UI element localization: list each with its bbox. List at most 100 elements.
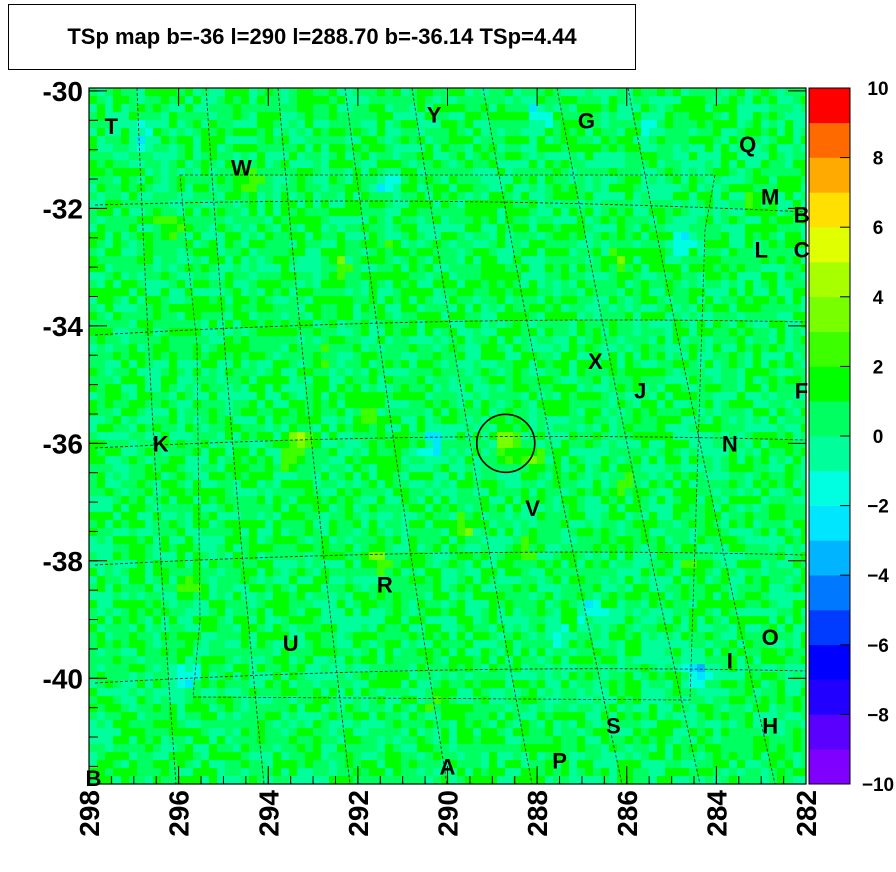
- heatmap-cell: [537, 472, 546, 481]
- heatmap-cell: [409, 288, 418, 297]
- heatmap-cell: [513, 304, 522, 313]
- heatmap-cell: [377, 240, 386, 249]
- heatmap-cell: [193, 224, 202, 233]
- heatmap-cell: [121, 160, 130, 169]
- heatmap-cell: [177, 312, 186, 321]
- heatmap-cell: [369, 168, 378, 177]
- heatmap-cell: [377, 416, 386, 425]
- heatmap-cell: [361, 368, 370, 377]
- heatmap-cell: [225, 336, 234, 345]
- heatmap-cell: [121, 168, 130, 177]
- heatmap-cell: [569, 368, 578, 377]
- heatmap-cell: [161, 512, 170, 521]
- heatmap-cell: [705, 496, 714, 505]
- heatmap-cell: [785, 320, 794, 329]
- heatmap-cell: [201, 464, 210, 473]
- heatmap-cell: [153, 472, 162, 481]
- heatmap-cell: [561, 200, 570, 209]
- heatmap-cell: [761, 392, 770, 401]
- heatmap-cell: [241, 240, 250, 249]
- heatmap-cell: [217, 336, 226, 345]
- heatmap-cell: [377, 88, 386, 97]
- heatmap-cell: [665, 216, 674, 225]
- heatmap-cell: [665, 432, 674, 441]
- heatmap-cell: [593, 88, 602, 97]
- heatmap-cell: [105, 200, 114, 209]
- heatmap-cell: [217, 200, 226, 209]
- heatmap-cell: [545, 144, 554, 153]
- heatmap-cell: [713, 160, 722, 169]
- heatmap-cell: [745, 128, 754, 137]
- heatmap-cell: [209, 120, 218, 129]
- heatmap-cell: [505, 400, 514, 409]
- heatmap-cell: [337, 376, 346, 385]
- heatmap-cell: [145, 272, 154, 281]
- heatmap-cell: [617, 344, 626, 353]
- heatmap-cell: [193, 136, 202, 145]
- heatmap-cell: [585, 304, 594, 313]
- heatmap-cell: [569, 184, 578, 193]
- heatmap-cell: [473, 504, 482, 513]
- heatmap-cell: [625, 280, 634, 289]
- heatmap-cell: [585, 392, 594, 401]
- heatmap-cell: [113, 104, 122, 113]
- heatmap-cell: [649, 136, 658, 145]
- heatmap-cell: [697, 480, 706, 489]
- heatmap-cell: [113, 472, 122, 481]
- heatmap-cell: [249, 128, 258, 137]
- heatmap-cell: [289, 248, 298, 257]
- heatmap-cell: [753, 152, 762, 161]
- heatmap-cell: [417, 232, 426, 241]
- heatmap-cell: [377, 400, 386, 409]
- heatmap-cell: [217, 120, 226, 129]
- heatmap-cell: [89, 512, 98, 521]
- heatmap-cell: [665, 288, 674, 297]
- heatmap-cell: [617, 496, 626, 505]
- heatmap-cell: [649, 424, 658, 433]
- heatmap-cell: [249, 216, 258, 225]
- heatmap-cell: [425, 344, 434, 353]
- heatmap-cell: [305, 480, 314, 489]
- heatmap-cell: [441, 520, 450, 529]
- heatmap-cell: [793, 456, 802, 465]
- heatmap-cell: [313, 496, 322, 505]
- heatmap-cell: [529, 176, 538, 185]
- heatmap-cell: [465, 240, 474, 249]
- heatmap-cell: [217, 216, 226, 225]
- heatmap-cell: [689, 448, 698, 457]
- heatmap-cell: [633, 384, 642, 393]
- heatmap-cell: [249, 504, 258, 513]
- heatmap-cell: [297, 464, 306, 473]
- heatmap-cell: [281, 272, 290, 281]
- heatmap-cell: [145, 448, 154, 457]
- heatmap-cell: [337, 136, 346, 145]
- heatmap-cell: [329, 304, 338, 313]
- heatmap-cell: [225, 304, 234, 313]
- heatmap-cell: [233, 112, 242, 121]
- heatmap-cell: [233, 368, 242, 377]
- heatmap-cell: [465, 112, 474, 121]
- heatmap-cell: [345, 264, 354, 273]
- heatmap-cell: [305, 136, 314, 145]
- heatmap-cell: [401, 328, 410, 337]
- heatmap-cell: [657, 280, 666, 289]
- heatmap-cell: [337, 96, 346, 105]
- heatmap-cell: [457, 280, 466, 289]
- heatmap-cell: [689, 392, 698, 401]
- heatmap-cell: [377, 176, 386, 185]
- heatmap-cell: [145, 504, 154, 513]
- heatmap-cell: [425, 352, 434, 361]
- heatmap-cell: [689, 264, 698, 273]
- heatmap-cell: [753, 168, 762, 177]
- heatmap-cell: [449, 488, 458, 497]
- heatmap-cell: [649, 416, 658, 425]
- heatmap-cell: [169, 288, 178, 297]
- heatmap-cell: [193, 520, 202, 529]
- heatmap-cell: [553, 232, 562, 241]
- heatmap-cell: [185, 200, 194, 209]
- heatmap-cell: [689, 432, 698, 441]
- heatmap-cell: [145, 312, 154, 321]
- heatmap-cell: [529, 152, 538, 161]
- heatmap-cell: [113, 224, 122, 233]
- heatmap-cell: [425, 248, 434, 257]
